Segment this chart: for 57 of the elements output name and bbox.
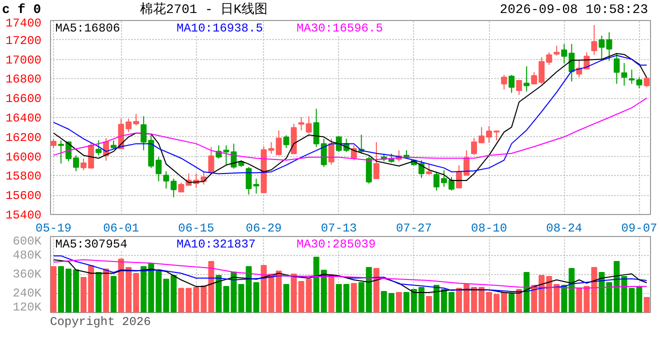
x-tick-label: 06-01 bbox=[103, 222, 140, 236]
x-tick-label: 09-07 bbox=[621, 222, 658, 236]
candlestick bbox=[328, 138, 334, 166]
candlestick bbox=[628, 69, 635, 84]
text: MA10:16938.5 bbox=[176, 22, 263, 36]
x-tick-label: 07-13 bbox=[320, 222, 357, 236]
y-tick-label: 17000 bbox=[5, 53, 42, 68]
y-tick-label: 16400 bbox=[5, 112, 42, 126]
y-tick-label: 16200 bbox=[5, 130, 42, 145]
candlestick bbox=[644, 78, 650, 88]
x-tick-label: 06-29 bbox=[246, 222, 282, 236]
candlestick bbox=[208, 146, 214, 174]
y-tick-label: 480K bbox=[12, 248, 42, 262]
text: MA30:16596.5 bbox=[296, 22, 383, 36]
x-tick-label: 08-24 bbox=[546, 222, 582, 236]
y-tick-label: 360K bbox=[12, 268, 42, 282]
y-tick-label: 17200 bbox=[5, 34, 42, 48]
y-tick-label: 16000 bbox=[5, 150, 42, 164]
y-tick-label: 600K bbox=[12, 234, 42, 248]
candlestick bbox=[426, 163, 432, 176]
candlestick bbox=[621, 62, 628, 86]
x-tick-label: 05-19 bbox=[36, 222, 72, 236]
candlestick bbox=[50, 138, 56, 149]
text: MA30:285039 bbox=[296, 238, 376, 252]
candlestick bbox=[524, 66, 530, 92]
candlestick bbox=[516, 80, 522, 96]
candlestick bbox=[554, 45, 560, 56]
candlestick bbox=[366, 156, 372, 184]
y-tick-label: 120K bbox=[12, 300, 42, 314]
x-tick-label: 08-10 bbox=[471, 222, 508, 236]
y-tick-label: 16600 bbox=[5, 92, 42, 106]
candlestick bbox=[313, 108, 320, 148]
y-tick-label: 15600 bbox=[5, 189, 42, 204]
series-label: MA5:307954 bbox=[55, 238, 128, 252]
candlestick bbox=[501, 74, 508, 90]
candlestick bbox=[373, 142, 380, 180]
x-tick-label: 06-15 bbox=[178, 222, 214, 236]
y-tick-label: 16800 bbox=[5, 72, 42, 87]
candlestick bbox=[591, 24, 598, 56]
candlestick bbox=[253, 178, 260, 194]
candlestick bbox=[96, 140, 102, 156]
text: 2026-09-08 10:58:23 bbox=[500, 1, 648, 19]
text: Copyright 2026 bbox=[50, 314, 151, 331]
candlestick bbox=[614, 53, 620, 84]
candlestick bbox=[508, 74, 515, 94]
y-tick-label: 240K bbox=[12, 286, 42, 300]
text: c f 0 bbox=[2, 1, 42, 18]
x-tick-label: 07-27 bbox=[396, 222, 432, 236]
chart-title: 棉花2701 - 日K线图 bbox=[140, 1, 268, 19]
y-tick-label: 15800 bbox=[5, 170, 42, 184]
text: MA5:16806 bbox=[55, 22, 120, 36]
candlestick bbox=[283, 134, 290, 149]
series-label: MA10:321837 bbox=[176, 238, 256, 252]
candlestick bbox=[636, 76, 642, 89]
y-tick-label: 15400 bbox=[5, 208, 42, 222]
y-tick-label: 17400 bbox=[5, 16, 42, 30]
candlestick bbox=[320, 138, 327, 168]
